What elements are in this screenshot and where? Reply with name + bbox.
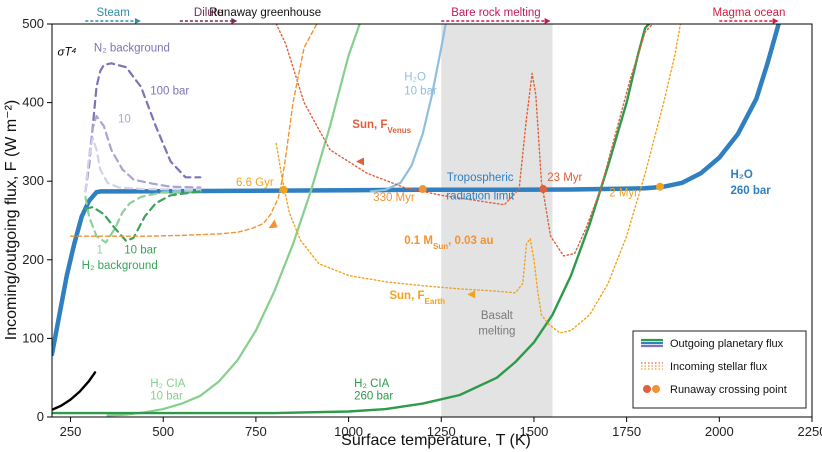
annotation-260-bar-21: 260 bar — [354, 391, 393, 403]
regime-arrowhead-bare-rock-melting — [544, 18, 551, 24]
legend-swatch-dot-0 — [643, 385, 651, 393]
x-tick-label-500: 500 — [152, 424, 174, 439]
regime-steam: Steam — [97, 7, 130, 19]
flux-arrow-3 — [268, 219, 278, 229]
regime-runaway-greenhouse: Runaway greenhouse — [209, 7, 321, 19]
series-h2-cia-10-bar — [106, 24, 361, 417]
runaway-point-2-myr — [656, 182, 664, 191]
annotation-1-4: 1 — [96, 245, 102, 257]
plot-clip-group — [52, 24, 781, 417]
runaway-label-2-myr: 2 Myr — [609, 188, 638, 200]
annotation-10-bar-5: 10 bar — [124, 245, 157, 257]
runaway-point-330-myr — [418, 185, 427, 194]
annotation-t-0: σT⁴ — [58, 46, 77, 58]
x-tick-label-750: 750 — [245, 424, 267, 439]
legend: Outgoing planetary flux Incoming stellar … — [632, 330, 807, 409]
annotation-sun-f-venus-9: Sun, FVenus — [352, 119, 411, 135]
series-0-1-msun-0-03-au — [69, 24, 318, 237]
annotation-h-cia-20: H₂ CIA — [354, 378, 389, 390]
annotation-10-3: 10 — [118, 113, 131, 125]
x-axis-title: Surface temperature, T (K) — [341, 432, 531, 449]
y-tick-label-400: 400 — [22, 95, 44, 110]
y-tick-label-300: 300 — [22, 173, 44, 188]
flux-arrow-1 — [356, 157, 364, 166]
annotation-n-background-1: N₂ background — [94, 43, 170, 55]
series-h2o-10-bar — [369, 24, 447, 193]
annotation-h-background-6: H₂ background — [82, 260, 158, 272]
legend-label-outgoing-planetary-flux: Outgoing planetary flux — [670, 338, 784, 350]
runaway-point-6-6-gyr — [279, 185, 288, 194]
annotation-260-bar-13: 260 bar — [730, 185, 771, 197]
y-tick-label-500: 500 — [22, 16, 44, 31]
y-axis-title: Incoming/outgoing flux, F (W m⁻²) — [3, 100, 20, 341]
annotation-h-o-7: H₂O — [404, 72, 426, 84]
series-sun-f-venus — [275, 24, 654, 257]
x-tick-label-1250: 1250 — [427, 424, 456, 439]
annotation-sun-f-earth-15: Sun, FEarth — [389, 290, 445, 306]
regime-arrowhead-magma-ocean — [772, 18, 779, 24]
series-h2-cia-260-bar — [52, 24, 651, 415]
regime-magma-ocean: Magma ocean — [713, 7, 786, 19]
series-h2-10-bar — [84, 190, 202, 242]
annotation-h-cia-18: H₂ CIA — [150, 378, 185, 390]
y-tick-label-200: 200 — [22, 252, 44, 267]
runaway-point-23-myr — [539, 185, 548, 194]
y-tick-label-100: 100 — [22, 330, 44, 345]
series-sun-f-earth — [275, 24, 682, 334]
axes: 2505007501000125015001750200022500100200… — [22, 16, 822, 439]
annotation-radiation-limit-11: radiation limit — [446, 190, 515, 202]
legend-label-incoming-stellar-flux: Incoming stellar flux — [670, 361, 768, 373]
annotation-10-bar-8: 10 bar — [404, 86, 437, 98]
x-tick-label-2000: 2000 — [705, 424, 734, 439]
regime-arrowhead-dilute — [231, 18, 238, 24]
plot-frame — [51, 23, 813, 418]
annotation-100-bar-2: 100 bar — [150, 86, 189, 98]
flux-arrow-2 — [467, 290, 476, 299]
annotation-h-o-12: H₂O — [730, 169, 752, 181]
y-tick-label-0: 0 — [37, 409, 44, 424]
series-h2-1-bar — [84, 190, 202, 244]
runaway-label-23-myr: 23 Myr — [547, 172, 582, 184]
runaway-label-330-myr: 330 Myr — [373, 192, 415, 204]
legend-label-runaway-crossing-point: Runaway crossing point — [670, 384, 787, 396]
annotation-10-bar-19: 10 bar — [150, 391, 183, 403]
runaway-label-6-6-gyr: 6.6 Gyr — [236, 177, 274, 189]
x-tick-label-1000: 1000 — [334, 424, 363, 439]
x-tick-label-250: 250 — [60, 424, 82, 439]
annotation-0-1-m-sun-0-03-au-14: 0.1 MSun, 0.03 au — [404, 235, 493, 251]
x-tick-label-1500: 1500 — [519, 424, 548, 439]
x-tick-label-1750: 1750 — [612, 424, 641, 439]
regime-bare-rock-melting: Bare rock melting — [451, 7, 540, 19]
series-sigma-t4 — [52, 371, 97, 411]
annotation-tropospheric-10: Tropospheric — [447, 172, 514, 184]
series-n2-1-bar — [84, 136, 202, 193]
regime-dilute: Dilute — [194, 7, 223, 19]
legend-swatch-dot-1 — [652, 385, 660, 393]
plot-area: 2 Myr 23 Myr 330 Myr 6.6 Gyr σT⁴ N₂ backgroun… — [52, 24, 781, 417]
basalt-melting-region — [441, 24, 553, 417]
series-n2-10-bar — [84, 114, 202, 193]
annotation-melting-17: melting — [478, 325, 515, 337]
annotation-basalt-16: Basalt — [481, 310, 514, 322]
regime-arrowhead-steam — [134, 18, 141, 24]
